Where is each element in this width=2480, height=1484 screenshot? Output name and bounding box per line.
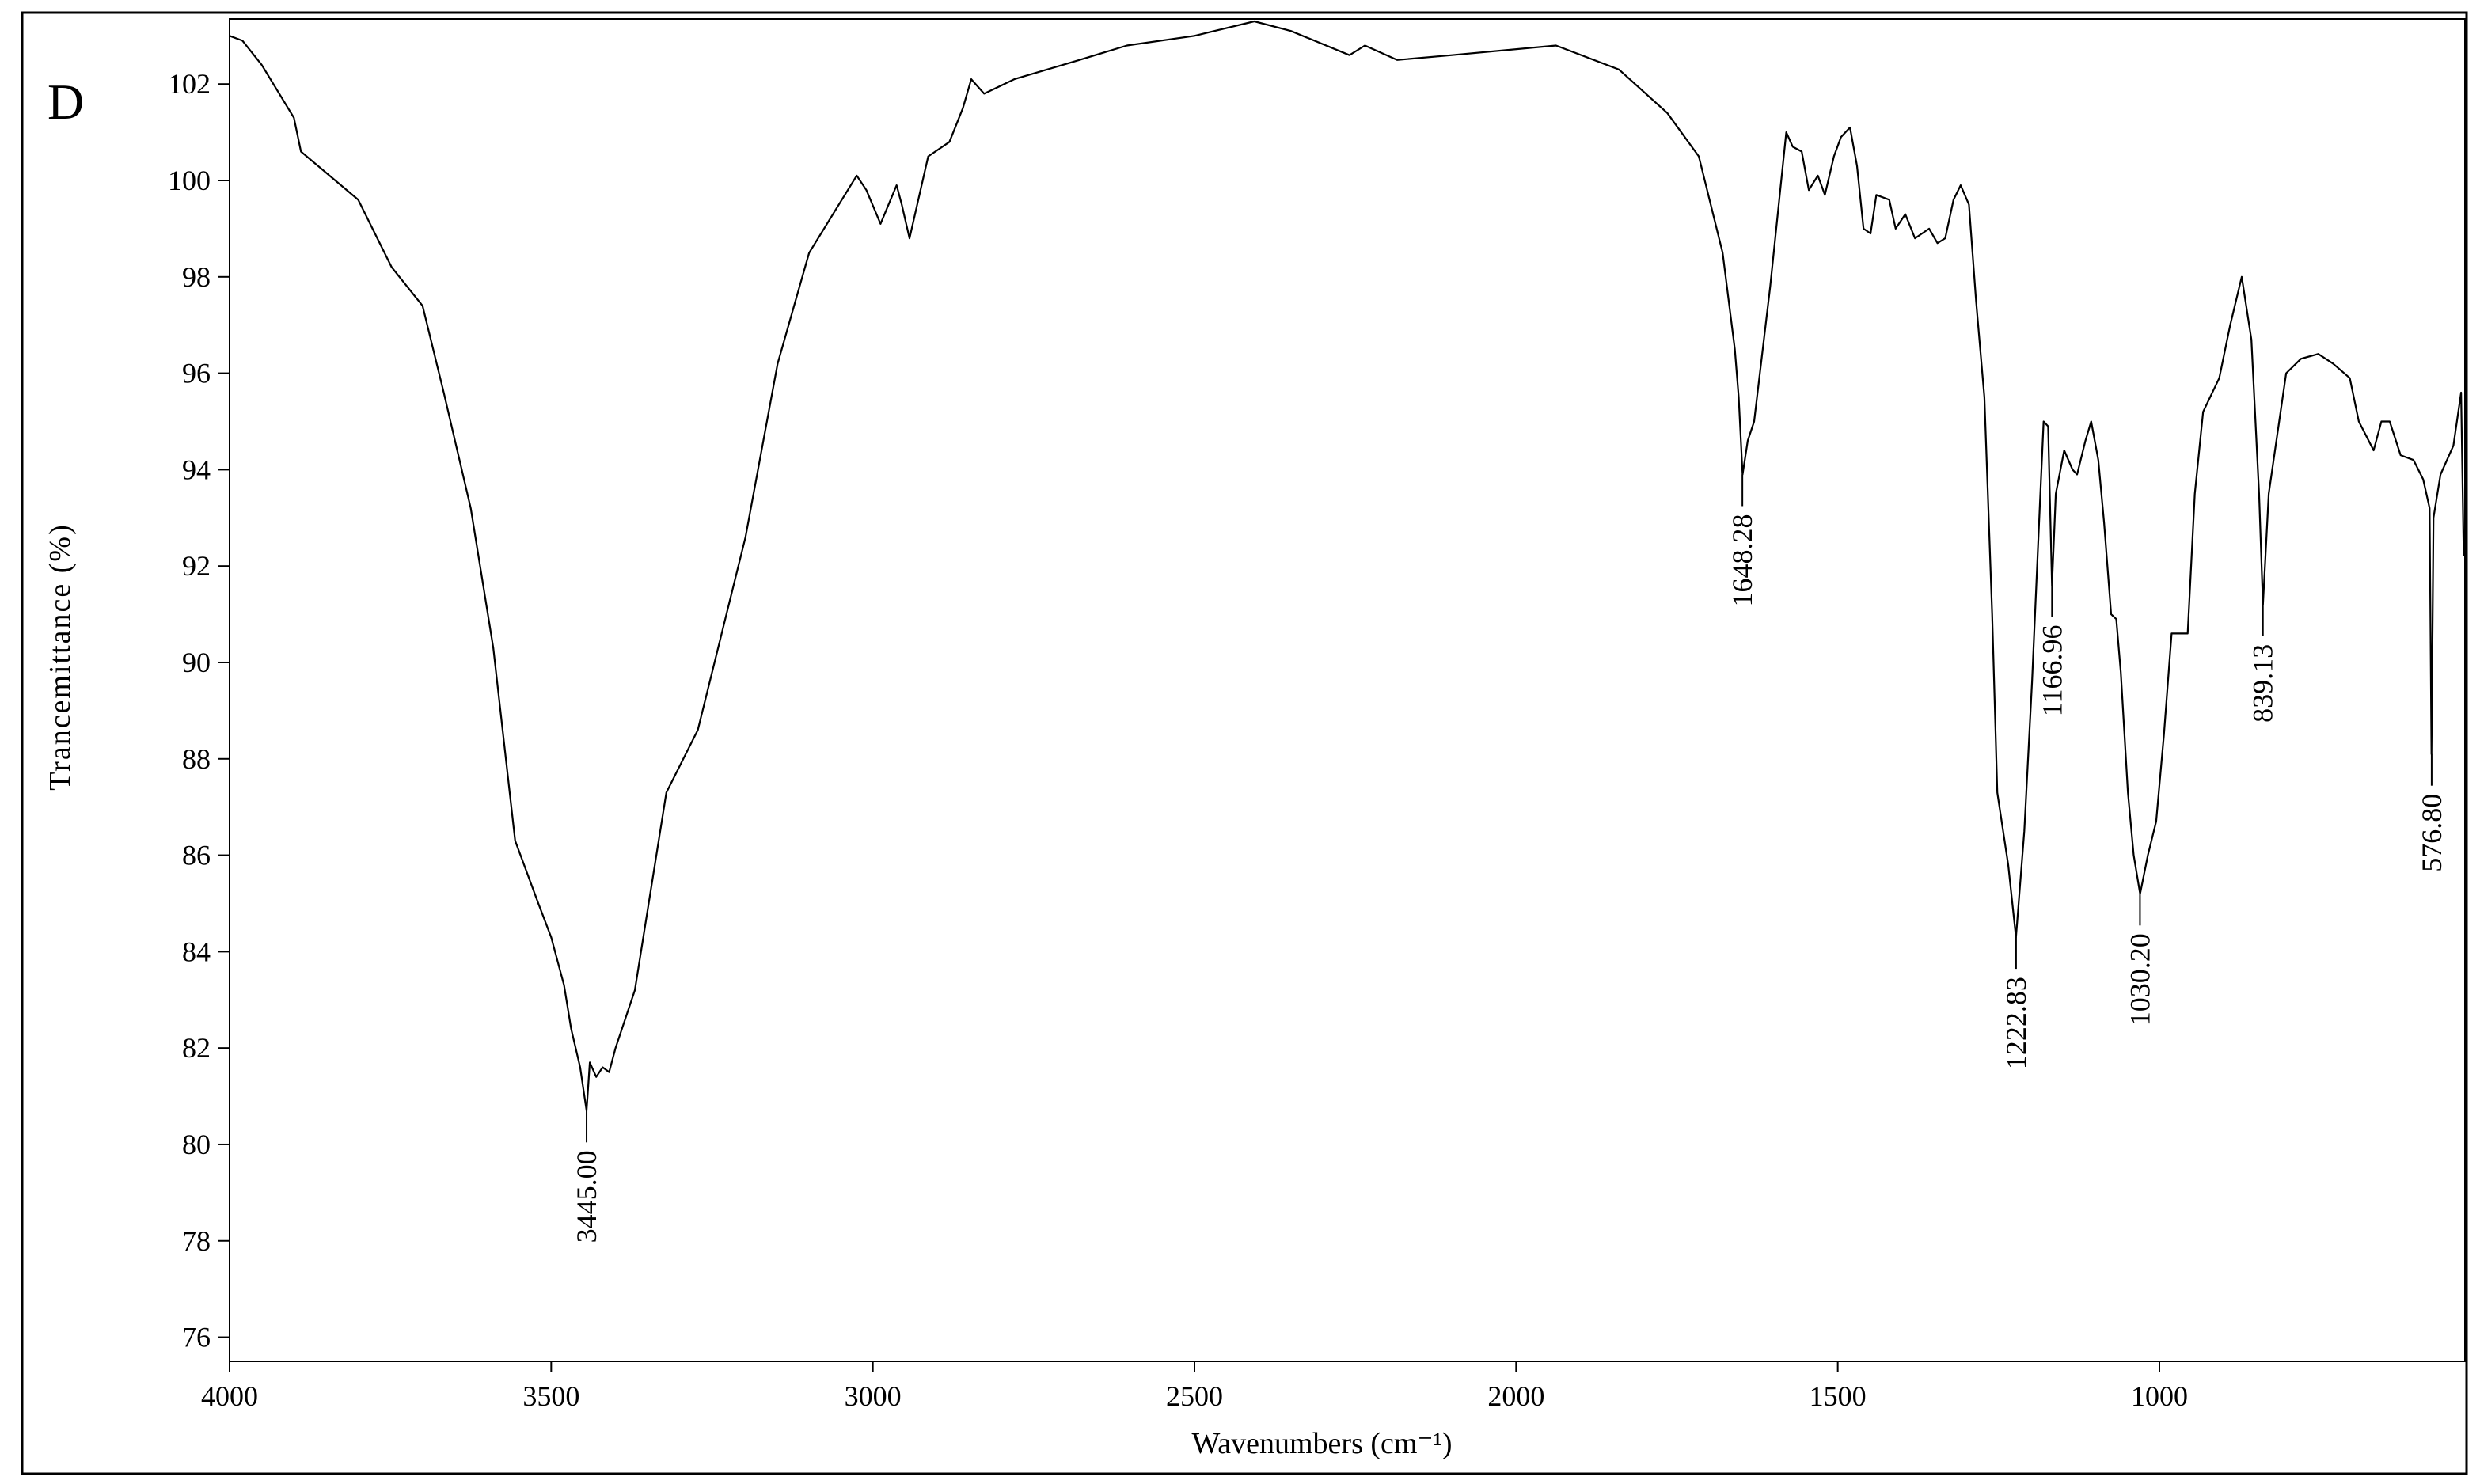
x-tick-label: 2500 [1166, 1380, 1223, 1412]
peak-label: 576.80 [2416, 794, 2448, 872]
peak-label: 3445.00 [571, 1150, 602, 1243]
y-axis-label: Trancemittance (%) [44, 523, 77, 790]
y-tick-label: 88 [182, 743, 211, 775]
peak-label: 1222.83 [2000, 977, 2032, 1069]
panel-label: D [47, 74, 84, 130]
x-tick-label: 3500 [522, 1380, 579, 1412]
peak-label: 1030.20 [2124, 933, 2155, 1026]
x-tick-label: 1500 [1810, 1380, 1867, 1412]
peak-label: 839.13 [2247, 644, 2279, 723]
plot-frame [229, 18, 2466, 1362]
y-tick-label: 100 [168, 165, 211, 196]
y-tick-label: 94 [182, 454, 211, 485]
y-tick-label: 82 [182, 1032, 211, 1064]
y-tick-label: 84 [182, 936, 211, 967]
x-tick-label: 3000 [845, 1380, 902, 1412]
y-tick-label: 102 [168, 68, 211, 100]
x-tick-label: 2000 [1487, 1380, 1544, 1412]
y-tick-label: 92 [182, 550, 211, 582]
peak-label: 1648.28 [1726, 514, 1758, 606]
y-tick-label: 76 [182, 1322, 211, 1353]
y-tick-label: 98 [182, 261, 211, 293]
y-tick-label: 80 [182, 1129, 211, 1160]
y-tick-label: 90 [182, 647, 211, 678]
outer-frame [21, 11, 2468, 1475]
y-tick-label: 96 [182, 358, 211, 389]
x-tick-label: 4000 [201, 1380, 258, 1412]
peak-label: 1166.96 [2036, 625, 2068, 717]
y-tick-label: 78 [182, 1225, 211, 1257]
x-axis-label: Wavenumbers (cm⁻¹) [1191, 1427, 1452, 1460]
x-tick-label: 1000 [2131, 1380, 2188, 1412]
spectrum-line [229, 20, 2465, 1112]
y-tick-label: 86 [182, 840, 211, 871]
